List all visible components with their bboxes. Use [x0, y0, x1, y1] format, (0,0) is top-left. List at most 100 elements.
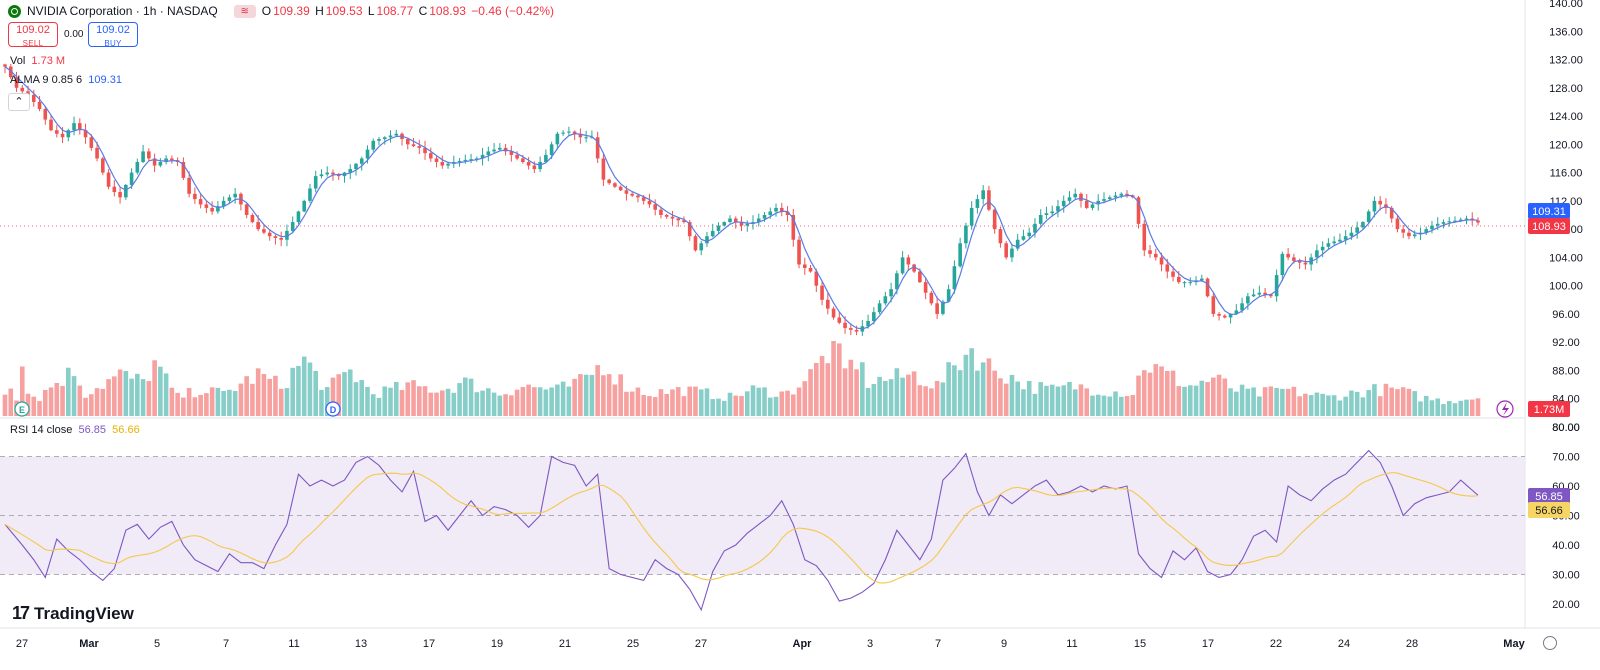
candle-body: [1263, 292, 1267, 295]
candle-body: [670, 216, 675, 219]
volume-bar: [42, 389, 48, 416]
volume-bar: [221, 390, 226, 416]
time-tick-label: 19: [491, 638, 503, 650]
close-value: 108.93: [429, 4, 466, 18]
candle-body: [849, 328, 853, 330]
volume-bar: [1383, 383, 1389, 416]
tradingview-logo[interactable]: 17 TradingView: [12, 603, 134, 624]
volume-bar: [1452, 403, 1458, 416]
candle-body: [739, 222, 744, 226]
volume-bar: [347, 369, 353, 416]
volume-bar: [112, 376, 117, 416]
volume-bar: [267, 378, 272, 416]
volume-bar: [1141, 370, 1147, 416]
volume-bar: [808, 369, 813, 416]
volume-bar: [1032, 393, 1038, 416]
volume-bar: [911, 371, 917, 416]
candle-body: [1395, 218, 1400, 230]
candle-body: [561, 132, 565, 134]
volume-bar: [399, 390, 405, 416]
collapse-legend-button[interactable]: ⌃: [8, 93, 30, 111]
volume-bar: [888, 379, 894, 416]
rsi-ma-line: [4, 472, 1479, 584]
volume-bar: [1423, 395, 1429, 416]
volume-bar: [1372, 384, 1377, 416]
candle-body: [158, 162, 163, 166]
volume-bar: [1464, 399, 1469, 416]
candle-body: [1113, 195, 1118, 198]
volume-bar: [1044, 385, 1049, 416]
volume-bar: [146, 381, 152, 416]
candle-body: [682, 220, 686, 223]
volume-bar: [572, 378, 577, 416]
volume-bar: [1446, 401, 1452, 416]
last-price-label-bg: [1528, 218, 1570, 234]
event-marker: [325, 401, 341, 417]
volume-bar: [612, 384, 618, 416]
candle-body: [1033, 223, 1037, 233]
candle-body: [1205, 278, 1210, 297]
market-status-icon[interactable]: ≋: [233, 4, 256, 18]
volume-bar: [1366, 390, 1371, 416]
volume-bar: [1170, 370, 1176, 416]
candle-body: [1107, 197, 1112, 200]
candle-body: [101, 158, 105, 173]
candle-body: [480, 154, 485, 159]
candle-body: [532, 165, 537, 170]
volume-bar: [307, 362, 313, 416]
volume-bar: [1297, 396, 1302, 416]
candles: [3, 63, 1480, 336]
candle-body: [820, 285, 824, 300]
volume-bar: [773, 396, 779, 416]
price-tick-label: 116.00: [1550, 168, 1583, 180]
candle-body: [371, 140, 376, 150]
volume-bar: [301, 356, 307, 416]
volume-bar: [342, 372, 347, 416]
volume-bar: [543, 389, 549, 416]
candle-body: [170, 158, 174, 161]
volume-legend[interactable]: Vol 1.73 M: [10, 55, 66, 67]
volume-bar: [860, 362, 865, 416]
price-tick-label: 140.00: [1549, 0, 1583, 10]
volume-bar: [273, 375, 278, 416]
settings-icon[interactable]: [1543, 636, 1557, 650]
candle-body: [745, 223, 750, 226]
alma-legend[interactable]: ALMA 9 0.85 6 109.31: [10, 74, 122, 86]
volume-bar: [1095, 394, 1101, 416]
volume-bar: [1285, 388, 1291, 416]
candle-body: [233, 193, 237, 198]
rsi-legend[interactable]: RSI 14 close 56.85 56.66: [10, 424, 140, 436]
time-tick-label: May: [1503, 638, 1525, 650]
volume-bar: [393, 381, 399, 416]
volume-bar: [2, 394, 8, 416]
candle-body: [941, 301, 945, 314]
volume-bar: [1182, 386, 1187, 416]
volume-bar: [284, 388, 290, 416]
volume-bar: [1469, 399, 1475, 416]
symbol-title[interactable]: NVIDIA Corporation · 1h · NASDAQ: [27, 4, 218, 18]
volume-bar: [687, 386, 693, 416]
candle-body: [601, 158, 606, 180]
volume-bar: [624, 391, 629, 416]
volume-bar: [934, 380, 940, 416]
alma-legend-value: 109.31: [88, 74, 122, 86]
buy-button[interactable]: 109.02 BUY: [88, 22, 138, 48]
candle-body: [112, 186, 117, 193]
candle-body: [521, 158, 525, 162]
volume-bar: [1049, 384, 1055, 416]
candle-body: [1223, 315, 1227, 318]
volume-bar: [877, 376, 882, 416]
candle-body: [129, 172, 134, 185]
spread-value: 0.00: [64, 29, 84, 40]
volume-bar: [790, 394, 796, 416]
candle-body: [1355, 227, 1359, 233]
sell-button[interactable]: 109.02 SELL: [8, 22, 58, 48]
volume-bar: [290, 367, 295, 416]
volume-bar: [250, 383, 255, 416]
open-value: 109.39: [273, 4, 310, 18]
candle-body: [336, 174, 341, 177]
candle-body: [802, 264, 807, 268]
volume-bar: [405, 382, 411, 416]
